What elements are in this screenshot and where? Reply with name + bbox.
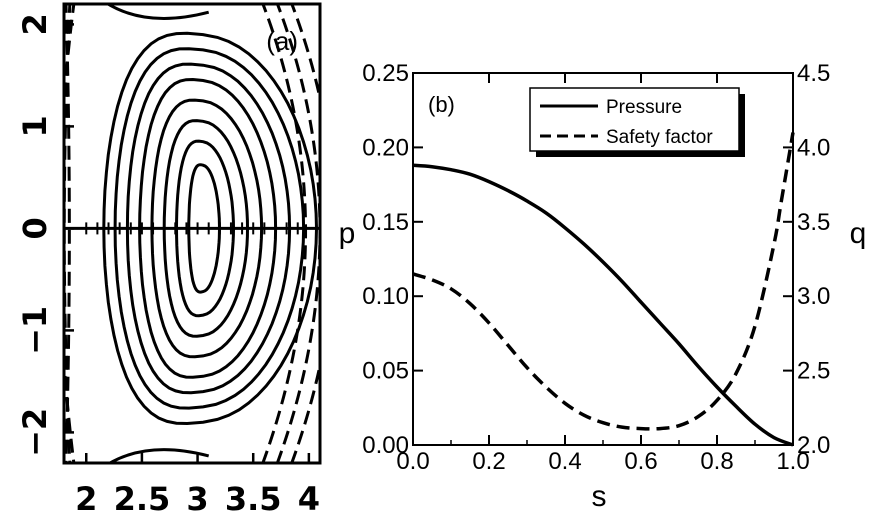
panel-a-label: (a): [266, 26, 298, 56]
panel-b-x-tick-label: 1.0: [776, 448, 809, 475]
panel-b-y-right-tick-label: 3.0: [797, 283, 830, 310]
panel-a-y-tick-label: −1: [16, 306, 54, 355]
panel-b-label: (b): [428, 92, 455, 117]
panel-a-y-tick-label: 0: [16, 217, 54, 239]
panel-b-y-left-tick-label: 0.00: [362, 432, 409, 459]
panel-a-contour-plot: 2 2.5 3 3.5 4 2 1 0 −1 −2 (a): [16, 2, 322, 518]
panel-b-ticks: 0.0 0.2 0.4 0.6 0.8 1.0 0.00 0.05 0.10 0.15 0.20 0.…: [362, 60, 830, 475]
open-field-line-left-3: [64, 4, 76, 463]
open-field-line-right-3: [290, 4, 320, 463]
panel-a-x-tick-label: 2.5: [114, 480, 171, 518]
panel-b-y-right-tick-label: 2.5: [797, 358, 830, 385]
panel-b-x-tick-label: 0.8: [700, 448, 733, 475]
panel-b-x-tick-label: 0.2: [472, 448, 505, 475]
panel-b-y-right-tick-label: 4.0: [797, 134, 830, 161]
panel-a-y-tick-label: 2: [16, 13, 54, 35]
x-point-lobe-1: [105, 4, 210, 20]
series-safety-factor-line: [412, 132, 795, 431]
panel-b-y-right-tick-label: 2.0: [797, 432, 830, 459]
legend-box: [529, 87, 740, 152]
panel-b-line-chart: 0.0 0.2 0.4 0.6 0.8 1.0 0.00 0.05 0.10 0.15 0.20 0.…: [339, 60, 867, 513]
panel-a-x-tick-label: 3.5: [225, 480, 282, 518]
panel-b-y-left-tick-label: 0.05: [362, 358, 409, 385]
panel-b-x-tick-label: 0.6: [624, 448, 657, 475]
panel-b-y-left-tick-label: 0.25: [362, 60, 409, 87]
legend-entry-safety-factor: Safety factor: [606, 127, 713, 148]
panel-b-frame: [412, 72, 794, 446]
panel-a-ticks: 2 2.5 3 3.5 4 2 1 0 −1 −2: [16, 13, 320, 518]
legend-entry-pressure: Pressure: [606, 97, 682, 118]
panel-b-y-right-tick-label: 4.5: [797, 60, 830, 87]
panel-b-y-left-tick-label: 0.10: [362, 283, 409, 310]
panel-a-x-tick-label: 3: [186, 480, 208, 518]
panel-b-y-right-tick-label: 3.5: [797, 209, 830, 236]
open-field-line-right-1: [261, 4, 307, 463]
panel-a-y-tick-label: 1: [16, 115, 54, 137]
panel-a-x-tick-label: 2: [75, 480, 97, 518]
x-axis-label: s: [592, 480, 607, 513]
panel-a-frame: [62, 2, 322, 465]
panel-b-series: [412, 132, 795, 447]
panel-b-x-tick-label: 0.4: [548, 448, 581, 475]
x-point-lobe-2: [107, 448, 210, 463]
y-axis-left-label: p: [339, 217, 356, 250]
panel-b-y-left-tick-label: 0.20: [362, 134, 409, 161]
panel-a-x-tick-label: 4: [298, 480, 320, 518]
y-axis-right-label: q: [850, 217, 867, 250]
flux-surface-contours: [64, 4, 320, 463]
panel-b-y-left-tick-label: 0.15: [362, 209, 409, 236]
legend: Pressure Safety factor: [529, 87, 745, 157]
panel-b-x-tick-label: 0.0: [396, 448, 429, 475]
panel-a-y-tick-label: −2: [16, 408, 54, 457]
series-pressure-line: [412, 163, 794, 447]
